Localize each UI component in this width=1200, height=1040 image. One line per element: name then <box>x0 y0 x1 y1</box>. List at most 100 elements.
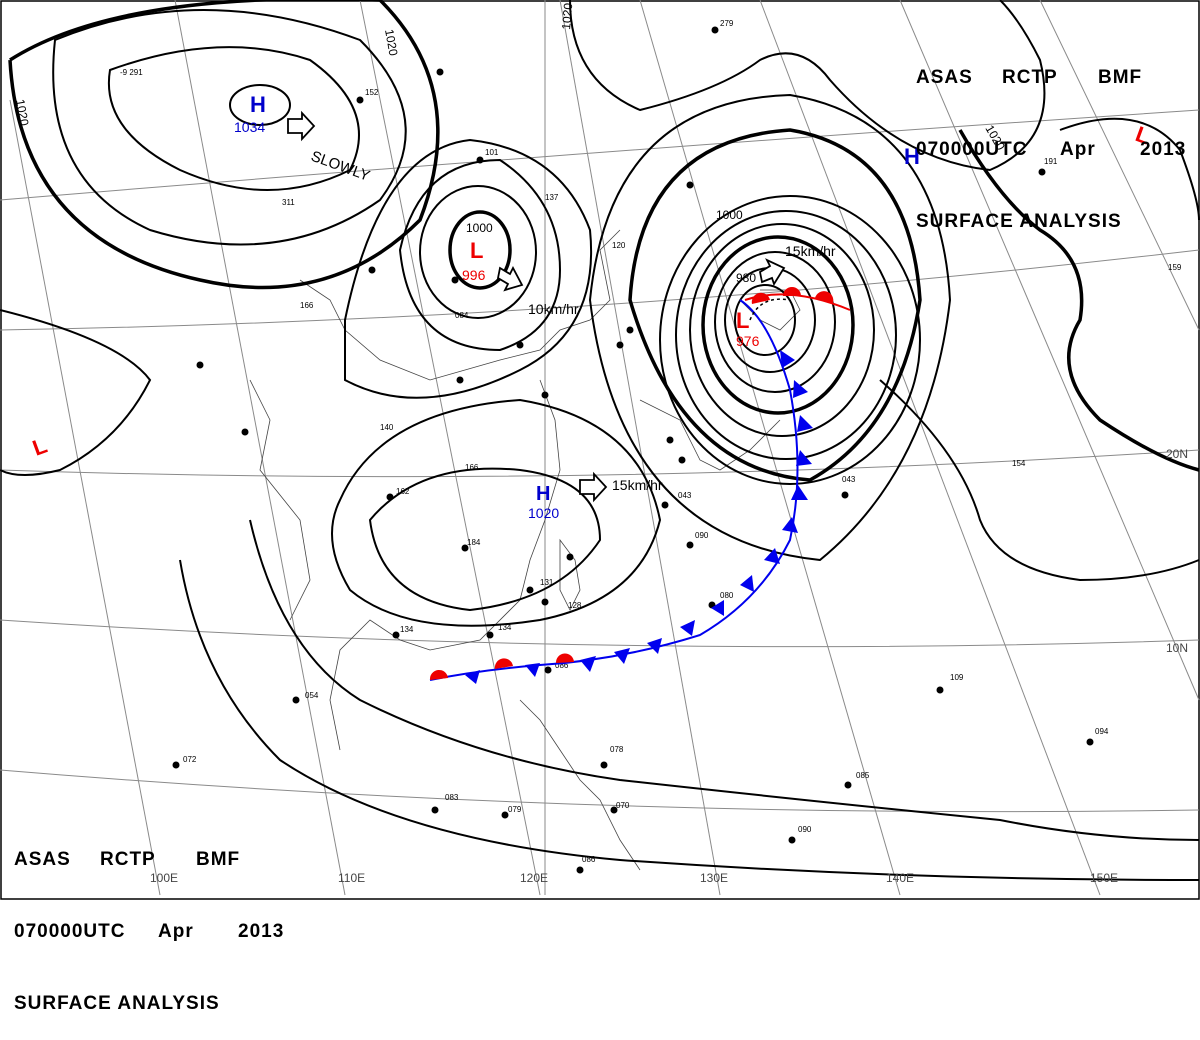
valid-month: Apr <box>158 921 194 942</box>
svg-text:134: 134 <box>498 623 512 632</box>
high-center-value: 1020 <box>528 505 559 521</box>
svg-text:191: 191 <box>1044 157 1058 166</box>
svg-text:090: 090 <box>695 531 709 540</box>
pressure-centers: H 1034 L 996 L 976 H 1020 H L L <box>29 92 1153 521</box>
high-center-symbol: H <box>250 92 266 117</box>
svg-text:086: 086 <box>555 661 569 670</box>
svg-text:084: 084 <box>455 311 469 320</box>
svg-text:085: 085 <box>856 771 870 780</box>
map-title: SURFACE ANALYSIS <box>916 211 1122 232</box>
valid-year: 2013 <box>1140 139 1187 160</box>
svg-text:083: 083 <box>445 793 459 802</box>
svg-text:094: 094 <box>1095 727 1109 736</box>
valid-time: 070000UTC <box>916 139 1028 160</box>
isobar-label: 980 <box>736 271 756 285</box>
svg-text:043: 043 <box>842 475 856 484</box>
station-code: RCTP <box>100 849 156 870</box>
high-center-symbol: H <box>536 483 550 505</box>
isobar <box>229 84 291 126</box>
svg-text:128: 128 <box>568 601 582 610</box>
svg-text:090: 090 <box>798 825 812 834</box>
svg-text:-9 291: -9 291 <box>120 68 143 77</box>
longitude-label: 130E <box>700 871 728 885</box>
svg-text:109: 109 <box>950 673 964 682</box>
isobar-label: 1020 <box>13 98 31 127</box>
product-code: BMF <box>196 849 241 870</box>
valid-time: 070000UTC <box>14 921 126 942</box>
svg-text:072: 072 <box>183 755 197 764</box>
station-plots <box>172 26 1094 874</box>
agency-code: ASAS <box>14 849 71 870</box>
svg-text:079: 079 <box>508 805 522 814</box>
map-title: SURFACE ANALYSIS <box>14 993 220 1014</box>
product-code: BMF <box>1098 67 1143 88</box>
svg-text:159: 159 <box>1168 263 1182 272</box>
low-center-symbol: L <box>29 433 50 461</box>
longitude-label: 100E <box>150 871 178 885</box>
motion-arrow <box>496 266 524 292</box>
isobars <box>0 0 1200 881</box>
motion-arrow <box>287 110 316 142</box>
svg-text:043: 043 <box>678 491 692 500</box>
motion-arrow <box>758 258 786 287</box>
isobar-label: 1020 <box>382 28 400 57</box>
longitude-label: 120E <box>520 871 548 885</box>
svg-text:184: 184 <box>467 538 481 547</box>
motion-arrows <box>287 110 786 503</box>
svg-text:070: 070 <box>616 801 630 810</box>
svg-text:134: 134 <box>400 625 414 634</box>
longitude-label: 150E <box>1090 871 1118 885</box>
station-code: RCTP <box>1002 67 1058 88</box>
svg-text:120: 120 <box>612 241 626 250</box>
svg-text:152: 152 <box>365 88 379 97</box>
svg-text:166: 166 <box>300 301 314 310</box>
low-center-value: 996 <box>462 267 486 283</box>
warm-front-semicircles <box>429 287 834 680</box>
svg-text:137: 137 <box>545 193 559 202</box>
svg-text:311: 311 <box>282 198 295 207</box>
cold-front-triangles <box>465 350 813 684</box>
coordinate-labels: 110E 120E 130E 140E 150E 100E 20N 10N <box>150 447 1188 885</box>
svg-text:086: 086 <box>582 855 596 864</box>
svg-text:140: 140 <box>380 423 394 432</box>
svg-text:101: 101 <box>485 148 499 157</box>
isobar-label-group: 1020 1020 1020 1020 1000 1000 980 <box>13 2 1008 285</box>
map-title-bottom: ASAS RCTP BMF 070000UTC Apr 2013 SURFACE ANA… <box>14 800 284 1040</box>
svg-text:131: 131 <box>540 578 554 587</box>
speed-label-l1: 10km/hr <box>528 301 579 317</box>
high-center-symbol: H <box>904 144 920 169</box>
slowly-label: SLOWLY <box>309 148 373 185</box>
svg-text:154: 154 <box>1012 459 1026 468</box>
speed-label-l2: 15km/hr <box>785 243 836 259</box>
coastlines <box>249 229 801 871</box>
svg-text:080: 080 <box>720 591 734 600</box>
longitude-label: 140E <box>886 871 914 885</box>
low-center-symbol: L <box>736 308 749 333</box>
fronts <box>429 287 851 684</box>
isobar-label: 1000 <box>466 221 493 235</box>
valid-month: Apr <box>1060 139 1096 160</box>
svg-text:279: 279 <box>720 19 734 28</box>
high-center-value: 1034 <box>234 119 265 135</box>
svg-text:054: 054 <box>305 691 319 700</box>
isobar-label: 1020 <box>559 2 575 30</box>
latitude-label: 10N <box>1166 641 1188 655</box>
isobar-label: 1000 <box>716 208 743 222</box>
latitude-label: 20N <box>1166 447 1188 461</box>
longitude-label: 110E <box>338 871 365 885</box>
low-center-symbol: L <box>470 238 483 263</box>
graticule <box>0 0 1200 896</box>
low-center-value: 976 <box>736 333 760 349</box>
valid-year: 2013 <box>238 921 285 942</box>
svg-text:078: 078 <box>610 745 624 754</box>
svg-text:166: 166 <box>465 463 479 472</box>
station-noise: -9 291 152 311 101 137 120 166 084 140 166 16… <box>120 19 1182 864</box>
weather-map: 1020 1020 1020 1020 1000 1000 980 -9 291… <box>0 0 1200 900</box>
svg-text:162: 162 <box>396 487 410 496</box>
motion-arrow <box>579 471 608 503</box>
map-title-top: ASAS RCTP BMF 070000UTC Apr 2013 SURFACE ANA… <box>916 18 1186 258</box>
meridian-line <box>9 99 161 896</box>
low-track <box>749 298 791 321</box>
speed-label-h2: 15km/hr <box>612 477 663 493</box>
agency-code: ASAS <box>916 67 973 88</box>
